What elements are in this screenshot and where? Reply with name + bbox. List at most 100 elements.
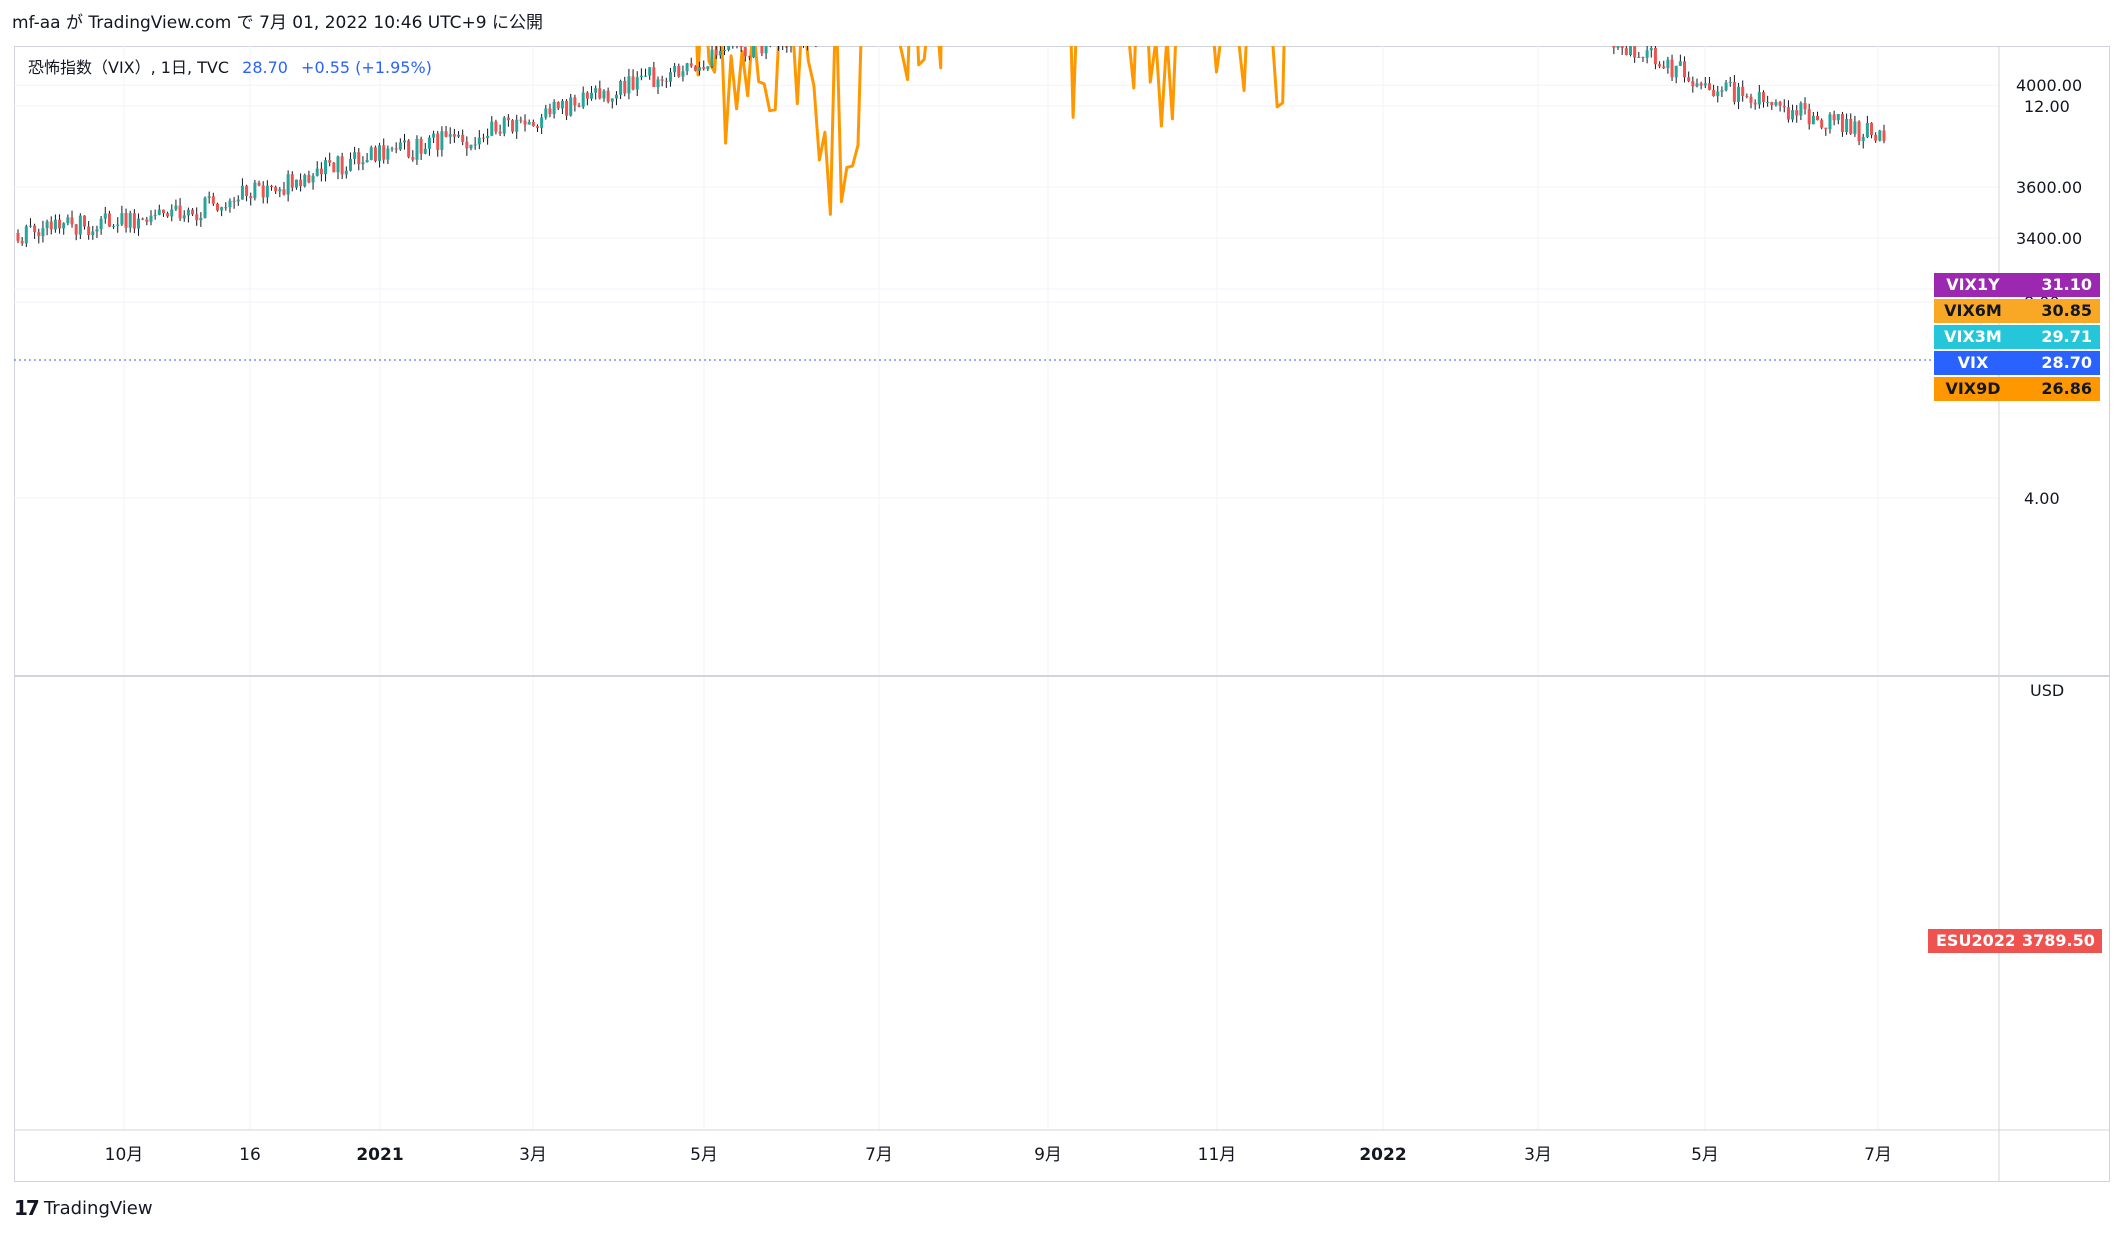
candle-body bbox=[215, 203, 219, 211]
candle-body bbox=[203, 197, 207, 218]
candle-body bbox=[116, 224, 120, 226]
candle-body bbox=[1766, 102, 1770, 104]
candle-body bbox=[527, 121, 531, 125]
candle-body bbox=[606, 90, 610, 102]
candle-body bbox=[573, 97, 577, 106]
candle-body bbox=[378, 145, 382, 161]
lower-axis-unit: USD bbox=[2030, 681, 2064, 700]
candle-body bbox=[365, 159, 369, 163]
candle-body bbox=[87, 226, 91, 236]
tag-vix: VIX 28.70 bbox=[1934, 351, 2100, 375]
candle-body bbox=[207, 196, 211, 198]
candle-body bbox=[702, 67, 706, 69]
candle-body bbox=[195, 214, 199, 221]
candle-body bbox=[1691, 81, 1695, 87]
candle-body bbox=[602, 90, 606, 99]
candle-body bbox=[552, 102, 556, 115]
time-tick-label: 2022 bbox=[1359, 1145, 1406, 1165]
symbol-legend[interactable]: 恐怖指数（VIX）, 1日, TVC 28.70 +0.55 (+1.95%) bbox=[28, 54, 432, 78]
candle-body bbox=[249, 196, 253, 199]
candle-body bbox=[1695, 83, 1699, 87]
candle-body bbox=[594, 88, 598, 93]
tag-vix1y: VIX1Y 31.10 bbox=[1934, 273, 2100, 297]
candle-body bbox=[635, 77, 639, 90]
candle-body bbox=[739, 46, 743, 47]
candle-body bbox=[1874, 134, 1878, 141]
candle-body bbox=[274, 186, 278, 192]
candle-body bbox=[199, 217, 203, 221]
candle-body bbox=[581, 92, 585, 107]
time-tick-label: 5月 bbox=[1691, 1145, 1719, 1165]
candle-body bbox=[673, 66, 677, 73]
tag-es-name: ESU2022 bbox=[1928, 929, 2016, 953]
candle-body bbox=[644, 75, 648, 77]
candle-body bbox=[436, 133, 440, 150]
candle-body bbox=[1770, 102, 1774, 106]
candle-body bbox=[1882, 130, 1886, 141]
candle-body bbox=[668, 72, 672, 82]
candle-body bbox=[461, 134, 465, 142]
candle-body bbox=[282, 189, 286, 195]
candle-body bbox=[1712, 89, 1716, 97]
candle-body bbox=[444, 131, 448, 137]
candle-body bbox=[53, 219, 57, 230]
candle-body bbox=[1645, 50, 1649, 58]
tag-vix9d: VIX9D 26.86 bbox=[1934, 377, 2100, 401]
candle-body bbox=[1803, 103, 1807, 110]
candle-body bbox=[1757, 92, 1761, 105]
candle-body bbox=[706, 66, 710, 69]
candle-body bbox=[299, 179, 303, 187]
candle-body bbox=[236, 199, 240, 202]
candle-body bbox=[519, 119, 523, 121]
lower-tick-label: 3400.00 bbox=[2016, 229, 2082, 248]
candle-body bbox=[1732, 82, 1736, 102]
candle-body bbox=[191, 209, 195, 215]
candle-body bbox=[577, 105, 581, 107]
tag-vix6m-name: VIX6M bbox=[1934, 299, 2012, 323]
candle-body bbox=[1633, 46, 1637, 58]
candle-body bbox=[382, 145, 386, 160]
candle-body bbox=[452, 134, 456, 137]
candle-body bbox=[402, 140, 406, 143]
candle-body bbox=[590, 92, 594, 99]
chart-canvas[interactable]: 52.0048.0044.0040.0036.0024.0020.0016.00… bbox=[14, 46, 2110, 1182]
candle-body bbox=[490, 121, 494, 136]
candle-body bbox=[1716, 91, 1720, 97]
candle-body bbox=[1641, 57, 1645, 59]
candle-body bbox=[211, 196, 215, 204]
time-tick-label: 11月 bbox=[1198, 1145, 1237, 1165]
candle-body bbox=[569, 97, 573, 116]
candle-body bbox=[315, 168, 319, 176]
candle-body bbox=[1853, 121, 1857, 134]
candle-body bbox=[245, 185, 249, 197]
candle-body bbox=[1840, 114, 1844, 133]
candle-body bbox=[344, 170, 348, 175]
tag-vix6m-value: 30.85 bbox=[2012, 299, 2100, 323]
candle-body bbox=[1782, 105, 1786, 108]
candle-body bbox=[481, 137, 485, 139]
time-axis: 10月 16 2021 3月 5月 7月 9月 11月 2022 3月 5月 7月 bbox=[105, 1145, 1892, 1165]
candle-body bbox=[1649, 47, 1653, 51]
grid bbox=[14, 46, 1999, 1130]
candle-body bbox=[515, 119, 519, 132]
candle-body bbox=[58, 219, 62, 229]
candle-body bbox=[648, 67, 652, 76]
candle-body bbox=[440, 131, 444, 150]
candle-body bbox=[336, 156, 340, 173]
candle-body bbox=[186, 209, 190, 216]
candle-body bbox=[166, 213, 170, 217]
tag-vix3m-value: 29.71 bbox=[2012, 325, 2100, 349]
candle-body bbox=[178, 205, 182, 219]
candle-body bbox=[257, 182, 261, 186]
candle-body bbox=[41, 228, 45, 237]
candle-body bbox=[477, 137, 481, 145]
candle-body bbox=[95, 229, 99, 232]
tag-es: ESU2022 3789.50 bbox=[1928, 929, 2102, 953]
candle-body bbox=[1786, 107, 1790, 120]
candle-body bbox=[390, 148, 394, 150]
candle-body bbox=[677, 66, 681, 77]
candle-body bbox=[1845, 118, 1849, 133]
footer-brand[interactable]: 17 TradingView bbox=[14, 1196, 153, 1220]
candle-body bbox=[448, 134, 452, 137]
candle-body bbox=[723, 49, 727, 51]
